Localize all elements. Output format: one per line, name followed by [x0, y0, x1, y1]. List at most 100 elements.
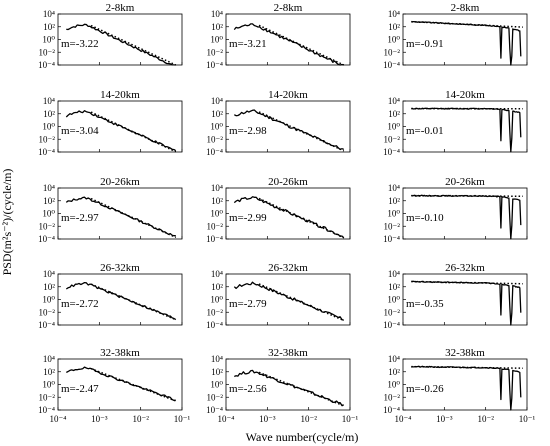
y-tick-label: 10⁻⁴ — [206, 405, 223, 415]
panel-title: 32-38km — [445, 347, 485, 359]
panel-title: 32-38km — [100, 347, 140, 359]
x-tick-label: 10⁻² — [477, 414, 494, 424]
x-tick-label: 10⁻⁴ — [218, 414, 235, 424]
y-tick-label: 10⁴ — [388, 183, 400, 193]
y-tick-label: 10⁴ — [388, 269, 400, 279]
slope-annotation: m=-3.04 — [61, 125, 99, 137]
y-tick-label: 10⁻² — [207, 307, 224, 317]
panel-title: 2-8km — [106, 2, 135, 14]
fit-line — [258, 197, 345, 239]
y-tick-label: 10⁴ — [43, 183, 55, 193]
fit-line — [411, 280, 523, 285]
y-tick-label: 10⁰ — [42, 295, 55, 305]
fit-line — [411, 194, 523, 198]
y-tick-label: 10⁴ — [211, 9, 223, 19]
spectrum-line — [65, 281, 177, 321]
y-tick-label: 10⁰ — [42, 209, 55, 219]
spectrum-line — [65, 110, 177, 152]
y-tick-label: 10⁻² — [207, 392, 224, 402]
x-tick-label: 10⁻¹ — [519, 414, 536, 424]
y-tick-label: 10² — [388, 22, 400, 32]
y-tick-label: 10⁴ — [43, 354, 55, 364]
panel-4-2: 32-38km m=-0.26 10⁴ 10² 10⁰ 10⁻² 10⁻⁴10⁻⁴ 10⁻³ 1… — [383, 347, 535, 424]
y-tick-label: 10⁴ — [388, 96, 400, 106]
y-tick-label: 10² — [211, 282, 223, 292]
spectrum-line — [65, 196, 176, 237]
slope-annotation: m=-0.91 — [406, 38, 444, 50]
slope-annotation: m=-2.56 — [229, 383, 267, 395]
panel-title: 14-20km — [445, 89, 485, 101]
panel-0-2: 2-8km m=-0.91 10⁴ 10² 10⁰ 10⁻² 10⁻⁴ — [383, 2, 528, 70]
x-tick-label: 10⁻⁴ — [395, 414, 412, 424]
y-tick-label: 10⁻² — [207, 221, 224, 231]
panel-title: 14-20km — [100, 89, 140, 101]
slope-annotation: m=-0.35 — [406, 298, 444, 310]
y-tick-label: 10⁻⁴ — [38, 60, 55, 70]
panel-3-1: 26-32km m=-2.79 10⁴ 10² 10⁰ 10⁻² 10⁻⁴ — [206, 262, 351, 330]
x-tick-label: 10⁻² — [300, 414, 317, 424]
y-tick-label: 10⁻⁴ — [38, 234, 55, 244]
panel-title: 20-26km — [268, 176, 308, 188]
fit-line — [258, 371, 345, 407]
spectrum-line — [411, 280, 522, 326]
slope-annotation: m=-3.21 — [229, 38, 267, 50]
y-tick-label: 10⁻⁴ — [38, 147, 55, 157]
y-tick-label: 10⁰ — [387, 380, 400, 390]
slope-annotation: m=-0.01 — [406, 125, 444, 137]
panel-title: 26-32km — [445, 262, 485, 274]
fit-line — [258, 24, 345, 66]
y-tick-label: 10⁻⁴ — [383, 147, 400, 157]
slope-annotation: m=-2.72 — [61, 298, 99, 310]
y-tick-label: 10⁻⁴ — [206, 147, 223, 157]
slope-annotation: m=-0.26 — [406, 383, 444, 395]
fit-line — [411, 365, 523, 369]
y-tick-label: 10² — [388, 109, 400, 119]
spectrum-line — [233, 109, 345, 151]
y-tick-label: 10⁻⁴ — [38, 320, 55, 330]
y-tick-label: 10⁰ — [210, 35, 223, 45]
panel-title: 20-26km — [445, 176, 485, 188]
fit-line — [90, 24, 177, 66]
x-axis-label: Wave number(cycle/m) — [246, 430, 359, 444]
panel-0-1: 2-8km m=-3.21 10⁴ 10² 10⁰ 10⁻² 10⁻⁴ — [206, 2, 351, 70]
y-tick-label: 10⁻⁴ — [383, 60, 400, 70]
y-tick-label: 10⁰ — [210, 295, 223, 305]
panel-2-0: 20-26km m=-2.97 10⁴ 10² 10⁰ 10⁻² 10⁻⁴ — [38, 176, 183, 244]
y-tick-label: 10² — [43, 196, 55, 206]
y-tick-label: 10⁻² — [384, 134, 401, 144]
slope-annotation: m=-2.47 — [61, 383, 99, 395]
panel-title: 26-32km — [268, 262, 308, 274]
panel-2-2: 20-26km m=-0.10 10⁴ 10² 10⁰ 10⁻² 10⁻⁴ — [383, 176, 528, 244]
spectrum-line — [233, 281, 345, 321]
spectrum-line — [411, 194, 522, 240]
y-tick-label: 10⁰ — [42, 380, 55, 390]
y-tick-label: 10⁻² — [384, 307, 401, 317]
fit-line — [258, 111, 345, 152]
panel-4-0: 32-38km m=-2.47 10⁴ 10² 10⁰ 10⁻² 10⁻⁴10⁻⁴ 10⁻³ 1… — [38, 347, 190, 424]
x-tick-label: 10⁻¹ — [174, 414, 191, 424]
x-tick-label: 10⁻³ — [91, 414, 108, 424]
y-tick-label: 10⁰ — [210, 380, 223, 390]
y-tick-label: 10⁻² — [39, 47, 56, 57]
y-tick-label: 10⁻⁴ — [383, 320, 400, 330]
panel-1-2: 14-20km m=-0.01 10⁴ 10² 10⁰ 10⁻² 10⁻⁴ — [383, 89, 528, 157]
x-tick-label: 10⁻¹ — [342, 414, 359, 424]
slope-annotation: m=-0.10 — [406, 212, 444, 224]
spectrum-line — [233, 196, 345, 239]
y-tick-label: 10⁻⁴ — [383, 405, 400, 415]
y-tick-label: 10⁻² — [39, 307, 56, 317]
y-tick-label: 10⁻⁴ — [206, 234, 223, 244]
slope-annotation: m=-2.97 — [61, 212, 99, 224]
y-tick-label: 10² — [388, 196, 400, 206]
y-tick-label: 10² — [388, 282, 400, 292]
y-tick-label: 10⁻² — [384, 47, 401, 57]
y-tick-label: 10⁴ — [211, 269, 223, 279]
slope-annotation: m=-2.79 — [229, 298, 267, 310]
spectrum-line — [233, 23, 344, 66]
y-tick-label: 10² — [43, 109, 55, 119]
y-tick-label: 10² — [43, 282, 55, 292]
y-tick-label: 10⁻² — [384, 392, 401, 402]
y-tick-label: 10⁰ — [42, 35, 55, 45]
panel-title: 2-8km — [451, 2, 480, 14]
